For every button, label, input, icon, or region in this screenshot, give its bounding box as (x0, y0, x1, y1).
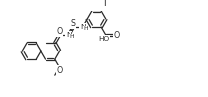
Text: S: S (71, 19, 76, 28)
Text: O: O (56, 27, 63, 36)
Text: N: N (80, 24, 85, 30)
Text: H: H (84, 26, 88, 31)
Text: N: N (66, 32, 71, 38)
Text: HO: HO (98, 36, 110, 42)
Text: H: H (70, 34, 74, 39)
Text: O: O (56, 66, 63, 75)
Text: I: I (104, 0, 106, 8)
Text: O: O (113, 31, 119, 40)
